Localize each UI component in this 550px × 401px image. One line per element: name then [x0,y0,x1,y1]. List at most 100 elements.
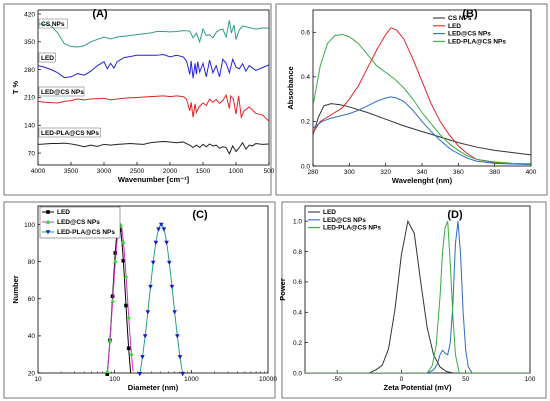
y-tick-label: 0.0 [301,163,310,170]
legend-label: LED [448,23,461,30]
x-tick-label: 280 [308,169,319,176]
data-point [121,258,126,263]
y-axis-label: T % [11,81,20,95]
data-point [110,298,115,303]
data-point [180,372,186,377]
y-tick-label: 100 [24,222,35,229]
panel-a: 4000 3500 3000 2500 2000 1500 1000 500 70 140 210 2… [3,3,275,196]
panel-frame [3,201,276,399]
series-label: LED-PLA@CS NPs [41,130,99,137]
plot-area [37,9,270,166]
y-tick-label: 0.4 [301,74,310,81]
series-line [305,220,530,373]
data-point [137,372,143,377]
series-line [38,93,269,122]
y-axis-label: Absorbance [286,66,295,109]
y-tick-label: 1.0 [293,218,302,225]
x-tick-label: 400 [526,169,537,176]
y-tick-label: 0.2 [293,340,302,347]
data-point [105,372,110,376]
series-line [38,53,269,79]
data-point [177,355,183,360]
panel-c: 10 100 1000 10000 20 40 60 80 100 Diameter (nm) Nu… [3,201,277,399]
x-tick-label: 50 [462,376,470,383]
data-point [166,260,172,265]
legend-label: LED-PLA@CS NPs [448,38,506,45]
y-tick-label: 140 [24,123,35,130]
data-point [113,251,118,255]
x-tick-label: 100 [525,376,536,383]
x-tick-label: 1000 [184,376,199,383]
x-tick-label: 2500 [130,168,145,175]
series-label: LED [41,55,54,62]
x-axis-label: Wavelenght (nm) [392,176,453,185]
data-point [140,355,145,360]
data-point [169,284,175,290]
x-axis-label: Wavenumber [cm⁻¹] [118,175,190,184]
series-line [139,224,184,373]
panel-frame [3,3,272,196]
x-tick-label: 320 [380,169,391,176]
y-axis-label: Power [278,278,287,301]
series-label: LED@CS NPs [41,89,84,96]
x-tick-label: 300 [344,169,355,176]
y-axis-label: Number [11,275,20,303]
data-point [148,284,153,290]
x-tick-label: 500 [264,168,275,175]
legend-marker [45,219,51,224]
x-tick-label: 360 [453,169,464,176]
x-tick-label: 380 [489,169,500,176]
y-tick-label: 420 [24,11,35,18]
legend-label: LED@CS NPs [323,217,366,224]
series-line [38,20,269,48]
series-line [313,103,531,156]
x-tick-label: 2000 [163,168,178,175]
data-point [145,310,151,315]
data-point [107,338,113,343]
legend-label: LED@CS NPs [57,219,100,226]
series-label-box [38,127,101,138]
y-tick-label: 0.6 [301,30,310,37]
panel-label: (A) [92,8,108,20]
data-point [153,240,159,245]
legend-label: LED-PLA@CS NPs [323,225,381,232]
panel-frame [275,3,548,196]
panel-label: (B) [462,8,478,20]
data-point [126,346,131,351]
x-tick-label: 4000 [31,168,46,175]
data-point [104,368,110,374]
x-tick-label: 1500 [196,168,211,175]
data-point [161,227,167,232]
series-label: CS NPs [41,21,65,28]
series-line [313,33,531,165]
series-line [305,219,530,373]
data-point [129,351,134,356]
x-tick-label: 1000 [229,168,244,175]
data-point [118,228,123,232]
panel-d: -50 0 50 100 0.0 0.2 0.4 0.6 0.8 1.0 Zeta Potentia… [278,201,547,399]
y-tick-label: 210 [24,95,35,102]
y-tick-label: 0.0 [293,370,302,377]
y-tick-label: 0.2 [301,119,310,126]
y-tick-label: 20 [28,370,36,377]
legend-label: LED@CS NPs [448,31,491,38]
panel-frame [281,201,547,399]
y-tick-label: 280 [24,67,35,74]
data-point [175,334,180,339]
x-tick-label: 3500 [64,168,79,175]
series-label-box [38,18,68,29]
data-point [123,274,129,279]
legend-label: LED-PLA@CS NPs [57,229,115,236]
data-point [121,239,126,244]
data-point [142,334,148,339]
y-tick-label: 40 [28,333,36,340]
x-axis-label: Zeta Potential (mV) [384,383,452,392]
x-tick-label: 340 [417,169,428,176]
plot-area [37,205,269,374]
y-tick-label: 0.8 [293,249,302,256]
data-point [126,315,132,320]
y-tick-label: 80 [28,259,36,266]
legend-marker [45,230,51,235]
x-axis-label: Diameter (nm) [128,383,179,392]
